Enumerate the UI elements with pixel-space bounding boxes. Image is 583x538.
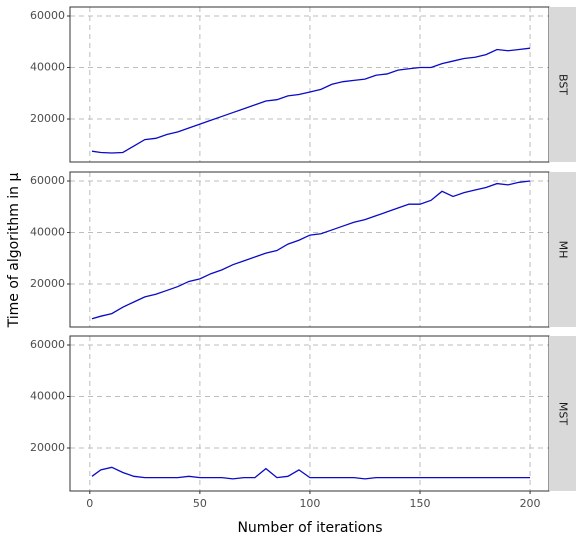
strip-label: MH <box>557 241 570 259</box>
y-tick-label: 40000 <box>30 390 65 403</box>
data-line <box>91 180 531 320</box>
strip <box>549 172 576 327</box>
x-tick-label: 200 <box>520 497 541 510</box>
y-tick-label: 20000 <box>30 277 65 290</box>
panel-background <box>70 7 549 162</box>
y-tick-label: 60000 <box>30 9 65 22</box>
y-tick-label: 60000 <box>30 174 65 187</box>
panel-background <box>70 336 549 491</box>
strip <box>549 336 576 491</box>
y-axis-title: Time of algorithm in μ <box>6 173 22 329</box>
data-line <box>91 47 531 154</box>
y-tick-label: 20000 <box>30 112 65 125</box>
strip-label: MST <box>557 402 570 425</box>
panel-background <box>70 172 549 327</box>
strip-label: BST <box>557 74 570 95</box>
data-line <box>91 466 531 480</box>
x-tick-label: 100 <box>299 497 320 510</box>
y-tick-label: 60000 <box>30 338 65 351</box>
y-tick-label: 40000 <box>30 61 65 74</box>
strip <box>549 7 576 162</box>
x-tick-label: 0 <box>86 497 93 510</box>
y-tick-label: 20000 <box>30 441 65 454</box>
x-axis-title: Number of iterations <box>237 520 382 536</box>
x-tick-label: 150 <box>410 497 431 510</box>
x-tick-label: 50 <box>193 497 207 510</box>
y-tick-label: 40000 <box>30 226 65 239</box>
